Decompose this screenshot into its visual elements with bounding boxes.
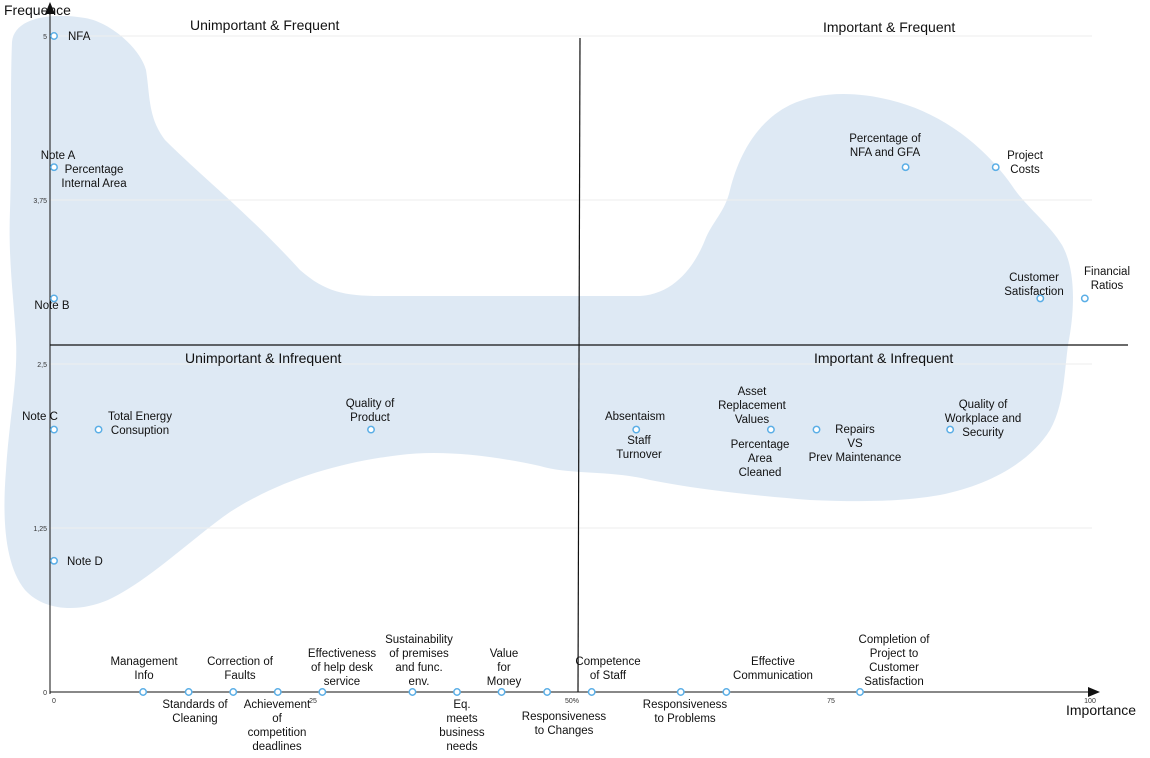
data-point (946, 425, 955, 434)
data-point (766, 425, 775, 434)
data-point (139, 688, 148, 696)
quadrant-title-top-left: Unimportant & Frequent (190, 17, 340, 33)
data-point (1080, 294, 1089, 303)
gridlines (50, 35, 1092, 529)
data-point (632, 425, 641, 434)
data-point (543, 688, 552, 696)
x-tick-label: 0 (52, 698, 56, 705)
data-point (50, 294, 58, 303)
point-label: Eq. meets business needs (439, 699, 485, 753)
point-label: Responsiveness to Changes (522, 711, 607, 737)
point-label: Absentaism Staff Turnover (605, 411, 665, 461)
point-label: Quality of Product (346, 398, 395, 424)
data-point (676, 688, 685, 696)
point-label: Quality of Workplace and Security (945, 399, 1022, 439)
data-point (318, 688, 327, 696)
data-point (901, 163, 910, 172)
x-tick-label: 75 (827, 698, 835, 705)
point-label: Asset Replacement Values Percentage Area Clea… (718, 386, 789, 479)
data-point (1036, 294, 1045, 303)
data-point (50, 32, 58, 40)
y-tick-label: 1,25 (33, 526, 47, 533)
point-label: Completion of Project to Customer Satisfact… (859, 634, 931, 688)
data-point (722, 688, 731, 696)
x-axis-title: Importance (1066, 702, 1136, 718)
point-label: Correction of Faults (207, 656, 274, 682)
point-label: NFA (68, 31, 91, 43)
data-point (94, 425, 103, 434)
y-tick-label: 0 (43, 690, 47, 697)
data-point (50, 425, 58, 434)
point-label: Responsiveness to Problems (643, 699, 728, 725)
point-label: Effective Communication (733, 656, 813, 682)
data-point (408, 688, 417, 696)
point-label: Standards of Cleaning (162, 699, 228, 725)
data-point (367, 425, 375, 434)
data-points (50, 32, 1089, 696)
point-label: Percentage of NFA and GFA (849, 133, 921, 159)
point-label: Note B (34, 300, 69, 312)
y-tick-label: 5 (43, 34, 47, 41)
quadrant-divider-vertical (577, 37, 581, 693)
y-axis-arrow-icon (45, 2, 55, 14)
x-tick-label: 100 (1084, 698, 1096, 705)
x-tick-label: 50% (565, 698, 579, 705)
data-point (991, 163, 1000, 172)
point-label: Note C (22, 411, 58, 423)
point-labels: NFA Note A Percentage Internal Area Note B No… (22, 31, 1130, 753)
point-label: Sustainability of premises and func. env. (385, 634, 453, 688)
highlight-region (4, 15, 1073, 609)
x-axis-arrow-icon (1088, 687, 1100, 697)
point-label: Repairs VS Prev Maintenance (809, 424, 902, 464)
y-tick-label: 3,75 (33, 198, 47, 205)
point-label: Achievement of competition deadlines (244, 699, 311, 753)
y-axis-title: Frequence (4, 2, 71, 18)
point-label: Total Energy Consuption (108, 411, 172, 437)
point-label: Value for Money (487, 648, 522, 688)
data-point (50, 556, 58, 565)
data-point (587, 688, 596, 696)
data-point (856, 688, 864, 696)
point-label: Competence of Staff (575, 656, 640, 682)
x-tick-label: 25 (309, 698, 317, 705)
y-tick-label: 2,5 (37, 362, 47, 369)
point-label: Financial Ratios (1084, 266, 1130, 292)
point-label: Management Info (110, 656, 178, 682)
point-label: Project Costs (1007, 150, 1044, 176)
quadrant-title-top-right: Important & Frequent (823, 19, 955, 35)
data-point (497, 688, 506, 696)
y-tick-labels: 0 1,25 2,5 3,75 5 (33, 34, 47, 697)
data-point (229, 688, 238, 696)
x-tick-labels: 0 25 50% 75 100 (52, 698, 1096, 705)
point-label: Note D (67, 556, 103, 568)
point-label: Customer Satisfaction (1004, 272, 1063, 298)
data-point (184, 688, 193, 696)
data-point (453, 688, 461, 696)
data-point (50, 163, 58, 172)
quadrant-title-bottom-left: Unimportant & Infrequent (185, 350, 342, 366)
point-label: Note A Percentage Internal Area (41, 150, 127, 190)
data-point (273, 688, 282, 696)
point-label: Effectiveness of help desk service (308, 648, 376, 688)
quadrant-title-bottom-right: Important & Infrequent (814, 350, 953, 366)
data-point (812, 425, 821, 434)
